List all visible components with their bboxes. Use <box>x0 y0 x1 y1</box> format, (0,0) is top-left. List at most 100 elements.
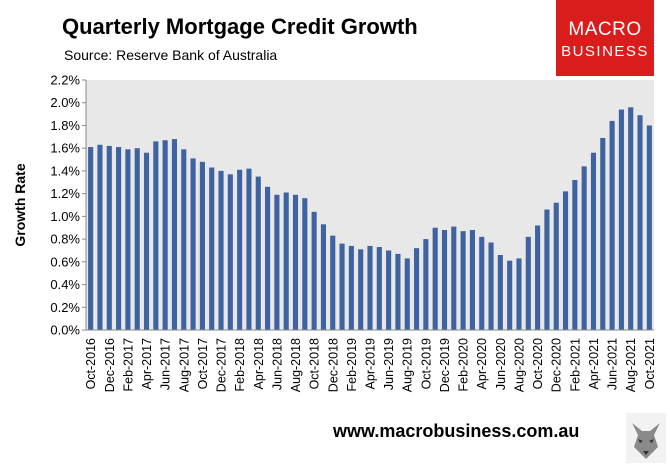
bar <box>143 152 150 330</box>
x-tick-label: Apr-2021 <box>587 338 601 389</box>
bar <box>404 258 410 330</box>
x-tick-label: Dec-2018 <box>326 338 340 392</box>
x-tick-label: Jun-2018 <box>270 338 284 390</box>
bar <box>255 176 261 330</box>
x-tick-label: Aug-2020 <box>512 338 526 392</box>
logo-line-2: BUSINESS <box>561 43 649 60</box>
bar <box>628 107 634 330</box>
bar <box>320 224 327 330</box>
bar <box>590 152 597 330</box>
x-tick-label: Dec-2019 <box>438 338 452 392</box>
bar <box>339 243 345 330</box>
logo-line-1: MACRO <box>568 19 642 40</box>
bar <box>171 139 178 330</box>
bar <box>637 115 643 331</box>
x-tick-label: Feb-2019 <box>345 338 359 392</box>
bar <box>516 258 522 330</box>
x-tick-label: Feb-2017 <box>121 338 135 392</box>
bar <box>376 247 382 330</box>
bar <box>246 168 252 330</box>
bar <box>125 149 131 330</box>
chart-source: Source: Reserve Bank of Australia <box>64 47 278 63</box>
y-tick-label: 0.8% <box>50 232 80 247</box>
bar <box>292 194 299 330</box>
bar <box>181 149 187 330</box>
bars-group <box>88 107 652 331</box>
bar <box>423 239 429 330</box>
bar <box>413 248 420 330</box>
bar <box>581 166 587 330</box>
bar <box>535 225 541 330</box>
bar <box>497 255 503 330</box>
bar <box>227 174 233 330</box>
bar <box>646 125 652 330</box>
x-tick-label: Apr-2018 <box>252 338 266 389</box>
bar <box>553 202 559 330</box>
x-tick-label: Aug-2017 <box>177 338 191 392</box>
bar <box>209 167 215 330</box>
x-tick-label: Feb-2020 <box>457 338 471 392</box>
website-url: www.macrobusiness.com.au <box>333 421 580 441</box>
x-axis: Oct-2016 Dec-2016 Feb-2017 Apr-2017 Jun-2017… <box>84 329 657 392</box>
bar <box>525 236 531 330</box>
bar <box>469 230 475 330</box>
bar <box>451 226 457 330</box>
bar <box>162 140 168 330</box>
bar <box>348 245 354 330</box>
bar <box>330 235 336 330</box>
bar <box>311 211 317 330</box>
bar <box>116 147 122 330</box>
bar <box>97 144 103 330</box>
y-tick-label: 0.2% <box>50 300 80 315</box>
x-tick-label: Jun-2019 <box>382 338 396 390</box>
x-tick-label: Dec-2020 <box>550 338 564 392</box>
x-tick-label: Oct-2021 <box>643 338 657 389</box>
bar <box>618 109 624 330</box>
bar <box>283 192 289 330</box>
x-tick-label: Aug-2018 <box>289 338 303 392</box>
x-tick-label: Oct-2019 <box>419 338 433 389</box>
x-tick-label: Dec-2017 <box>215 338 229 392</box>
bar <box>507 260 513 330</box>
bar <box>609 120 615 330</box>
bar <box>544 209 550 330</box>
chart-title: Quarterly Mortgage Credit Growth <box>62 14 418 39</box>
bar <box>199 161 205 330</box>
bar <box>134 148 140 330</box>
bar <box>190 158 196 330</box>
y-tick-label: 1.8% <box>50 118 80 133</box>
x-tick-label: Apr-2020 <box>475 338 489 389</box>
bar <box>358 249 364 330</box>
bar <box>572 180 578 330</box>
y-tick-label: 1.2% <box>50 186 80 201</box>
bar <box>395 253 401 330</box>
y-tick-label: 0.6% <box>50 254 80 269</box>
bar <box>265 186 271 330</box>
y-axis: 0.0% 0.2% 0.4% 0.6% 0.8% 1.0% 1.2% 1.4% 1.6% 1.8%… <box>50 73 87 338</box>
macrobusiness-logo: MACRO BUSINESS <box>556 0 654 76</box>
x-tick-label: Aug-2019 <box>401 338 415 392</box>
x-tick-label: Feb-2018 <box>233 338 247 392</box>
x-tick-label: Feb-2021 <box>568 338 582 392</box>
x-tick-label: Oct-2016 <box>84 338 98 389</box>
x-tick-label: Oct-2017 <box>196 338 210 389</box>
y-tick-label: 1.0% <box>50 209 80 224</box>
y-tick-label: 0.0% <box>50 323 80 338</box>
bar <box>367 245 373 330</box>
bar <box>488 242 494 330</box>
bar <box>274 194 280 330</box>
bar <box>600 137 606 330</box>
bar <box>218 170 224 330</box>
y-tick-label: 2.0% <box>50 95 80 110</box>
bar <box>302 198 308 330</box>
x-tick-label: Jun-2020 <box>494 338 508 390</box>
bar <box>386 250 392 330</box>
x-tick-label: Aug-2021 <box>624 338 638 392</box>
bar <box>106 145 112 330</box>
bar <box>441 230 448 330</box>
y-tick-label: 1.4% <box>50 163 80 178</box>
x-tick-label: Jun-2017 <box>159 338 173 390</box>
bar <box>153 141 159 330</box>
bar <box>562 191 569 330</box>
bar <box>479 236 485 330</box>
